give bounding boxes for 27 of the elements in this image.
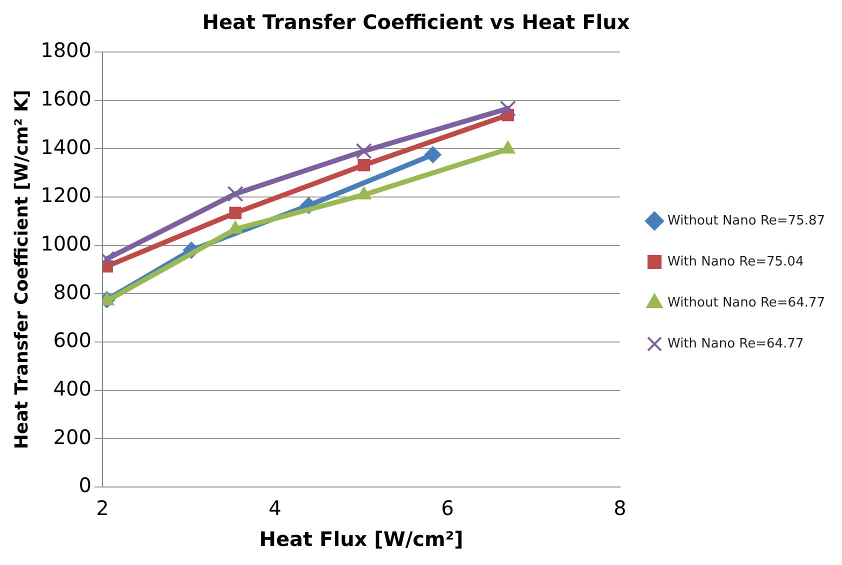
legend-label: Without Nano Re=75.87 <box>668 213 826 228</box>
y-tick-label: 600 <box>53 328 92 352</box>
y-tick-label: 400 <box>53 376 92 401</box>
point <box>358 158 370 172</box>
y-tick-label: 1400 <box>40 134 92 159</box>
x-tick-label: 2 <box>96 496 109 520</box>
y-axis-title: Heat Transfer Coefficient [W/cm² K] <box>11 90 32 450</box>
x-axis-title: Heat Flux [W/cm²] <box>259 527 464 552</box>
x-tick-label: 4 <box>268 496 282 520</box>
chart-title: Heat Transfer Coefficient vs Heat Flux <box>202 10 630 34</box>
y-tick-label: 0 <box>78 473 92 498</box>
x-tick-label: 8 <box>614 496 626 520</box>
legend-label: With Nano Re=64.77 <box>668 336 804 352</box>
point <box>356 143 372 160</box>
y-tick-label: 1800 <box>40 38 92 62</box>
y-tick-label: 800 <box>53 280 92 304</box>
y-tick-label: 200 <box>53 424 92 449</box>
point <box>500 100 516 117</box>
y-tick-label: 1600 <box>40 86 92 111</box>
legend-label: Without Nano Re=64.77 <box>668 295 826 310</box>
y-tick-label: 1200 <box>40 183 92 208</box>
point <box>227 186 244 202</box>
y-tick-label: 1000 <box>40 232 92 256</box>
legend-label: With Nano Re=75.04 <box>668 254 804 270</box>
point <box>229 206 242 220</box>
point <box>424 146 442 164</box>
x-tick-label: 6 <box>441 496 454 520</box>
